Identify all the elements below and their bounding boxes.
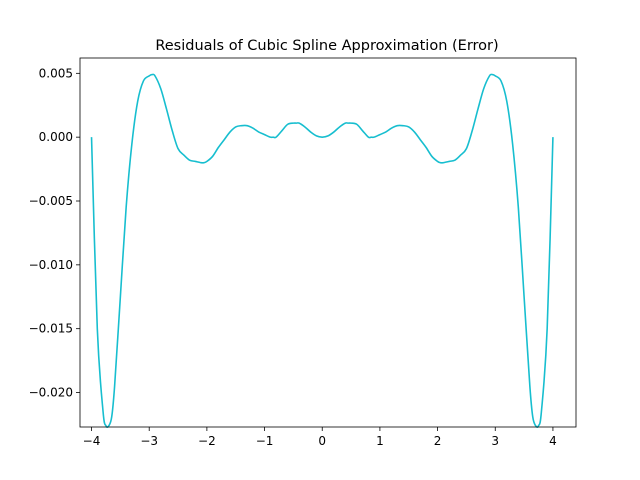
y-tick-label: 0.000 — [39, 130, 73, 144]
x-tick-label: 3 — [491, 434, 499, 448]
x-axis: −4 −3 −2 −1 0 1 2 3 4 — [83, 427, 557, 448]
residual-line — [90, 73, 554, 428]
x-tick-label: −3 — [140, 434, 158, 448]
x-tick-label: −2 — [198, 434, 216, 448]
plot-area-frame — [79, 57, 577, 428]
y-tick-label: −0.010 — [29, 258, 73, 272]
x-tick-label: 0 — [318, 434, 326, 448]
y-tick-label: 0.005 — [39, 66, 73, 80]
y-axis: 0.005 0.000 −0.005 −0.010 −0.015 −0.020 — [29, 66, 80, 400]
y-tick-label: −0.020 — [29, 386, 73, 400]
chart-title: Residuals of Cubic Spline Approximation … — [155, 38, 498, 54]
x-tick-label: 4 — [549, 434, 557, 448]
y-tick-label: −0.015 — [29, 322, 73, 336]
plot-series — [90, 73, 554, 428]
x-tick-label: 2 — [434, 434, 442, 448]
y-tick-label: −0.005 — [29, 194, 73, 208]
x-tick-label: −1 — [256, 434, 274, 448]
x-tick-label: 1 — [376, 434, 384, 448]
x-tick-label: −4 — [83, 434, 101, 448]
